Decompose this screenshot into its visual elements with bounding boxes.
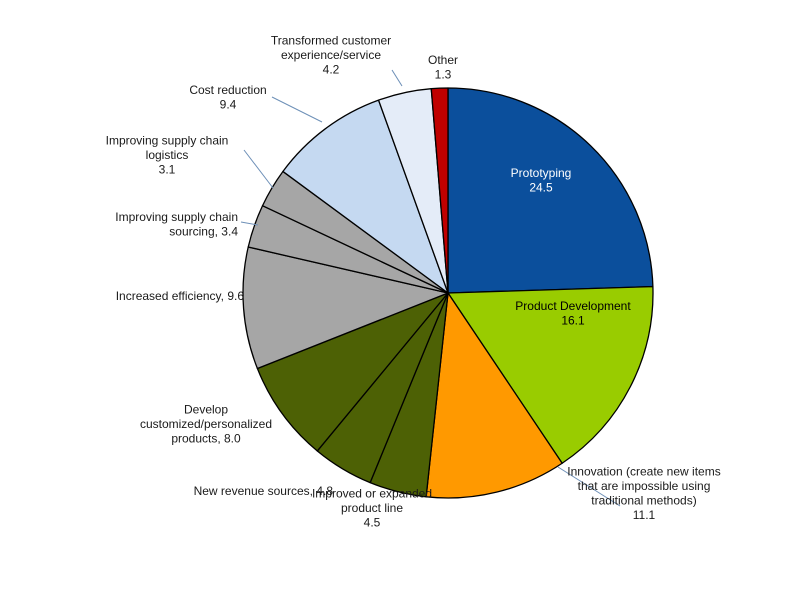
slice-label-line: experience/service — [281, 48, 381, 62]
pie-slices — [242, 87, 654, 499]
slice-label-line: 3.1 — [159, 163, 176, 177]
slice-label-line: Product Development — [515, 299, 631, 313]
slice-label-line: New revenue sources, 4.8 — [194, 484, 334, 498]
slice-label-line: Cost reduction — [189, 83, 266, 97]
leader-lines — [240, 69, 621, 507]
slice-label-line: Improving supply chain — [106, 134, 229, 148]
slice-label-line: Increased efficiency, 9.6 — [116, 289, 245, 303]
slice-label: Other 1.3 — [428, 53, 458, 82]
slice-label-line: 4.5 — [364, 516, 381, 530]
slice-label-line: sourcing, 3.4 — [169, 224, 238, 238]
slice-label: New revenue sources, 4.8 — [194, 484, 334, 498]
slice-label: Improving supply chain logistics 3.1 — [106, 134, 229, 177]
slice-label-line: Improved or expanded — [312, 487, 432, 501]
slice-label-line: Innovation (create new items — [567, 464, 720, 478]
slice-label-line: Improving supply chain — [115, 210, 238, 224]
slice-label: Improved or expanded product line 4.5 — [312, 487, 432, 530]
pie-slice — [256, 292, 449, 452]
leader-line — [271, 96, 323, 123]
pie-slice — [425, 292, 563, 499]
pie-slice — [430, 87, 449, 294]
slice-label-line: that are impossible using — [578, 479, 711, 493]
pie-slice — [447, 285, 654, 464]
pie-slice — [447, 87, 654, 294]
slice-label-line: customized/personalized — [140, 417, 272, 431]
slice-label-line: Prototyping — [511, 166, 572, 180]
slice-labels: Prototyping 24.5 Product Development 16.1 In… — [106, 34, 721, 530]
slice-label-line: logistics — [146, 148, 189, 162]
slice-label-line: 24.5 — [529, 180, 553, 194]
slice-label-line: products, 8.0 — [171, 432, 241, 446]
slice-label-line: 1.3 — [435, 67, 452, 81]
pie-slice — [282, 99, 449, 294]
slice-label-line: Develop — [184, 403, 228, 417]
pie-slice — [242, 246, 449, 370]
slice-label: Increased efficiency, 9.6 — [116, 289, 245, 303]
leader-line — [391, 69, 403, 87]
slice-label-line: traditional methods) — [591, 493, 696, 507]
slice-label-line: product line — [341, 501, 403, 515]
slice-label: Develop customized/personalized products, … — [140, 403, 272, 446]
leader-line — [557, 466, 621, 507]
leader-line — [243, 149, 274, 189]
slice-label-line: 16.1 — [561, 313, 585, 327]
slice-label: Transformed customer experience/service 4.… — [271, 34, 391, 77]
slice-label: Innovation (create new items that are imp… — [567, 464, 720, 522]
leader-line — [240, 221, 259, 226]
slice-label-line: Other — [428, 53, 458, 67]
slice-label-line: 9.4 — [220, 97, 237, 111]
slice-label: Improving supply chain sourcing, 3.4 — [115, 210, 238, 239]
slice-label-line: Transformed customer — [271, 34, 391, 48]
slice-label-line: 4.2 — [323, 63, 340, 77]
slice-label: Product Development 16.1 — [515, 299, 631, 328]
slice-label-line: 11.1 — [633, 508, 656, 522]
slice-label: Cost reduction 9.4 — [189, 83, 266, 112]
slice-label: Prototyping 24.5 — [511, 166, 572, 195]
